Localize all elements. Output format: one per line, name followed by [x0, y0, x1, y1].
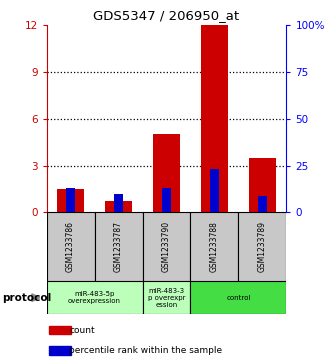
- Bar: [143, 212, 190, 281]
- Bar: [190, 212, 238, 281]
- Text: protocol: protocol: [2, 293, 51, 303]
- Bar: [162, 188, 171, 212]
- Text: GDS5347 / 206950_at: GDS5347 / 206950_at: [94, 9, 239, 22]
- Text: GSM1233790: GSM1233790: [162, 221, 171, 272]
- Bar: [238, 212, 286, 281]
- Bar: [153, 134, 180, 212]
- Text: percentile rank within the sample: percentile rank within the sample: [69, 346, 222, 355]
- Text: GSM1233789: GSM1233789: [258, 221, 267, 272]
- Bar: [47, 212, 95, 281]
- Text: miR-483-5p
overexpression: miR-483-5p overexpression: [68, 291, 121, 304]
- Bar: [95, 212, 143, 281]
- Bar: [49, 326, 72, 334]
- Bar: [57, 189, 84, 212]
- Bar: [49, 346, 72, 355]
- Bar: [66, 188, 75, 212]
- Bar: [249, 158, 276, 212]
- Text: control: control: [226, 295, 251, 301]
- Bar: [143, 281, 190, 314]
- Bar: [114, 194, 123, 212]
- Bar: [201, 25, 228, 212]
- Bar: [258, 196, 267, 212]
- Bar: [190, 281, 286, 314]
- Text: GSM1233786: GSM1233786: [66, 221, 75, 272]
- Text: miR-483-3
p overexpr
ession: miR-483-3 p overexpr ession: [148, 287, 185, 308]
- Bar: [47, 281, 143, 314]
- Bar: [210, 170, 219, 212]
- Text: count: count: [69, 326, 95, 335]
- Text: GSM1233788: GSM1233788: [210, 221, 219, 272]
- Bar: [105, 201, 132, 212]
- Text: GSM1233787: GSM1233787: [114, 221, 123, 272]
